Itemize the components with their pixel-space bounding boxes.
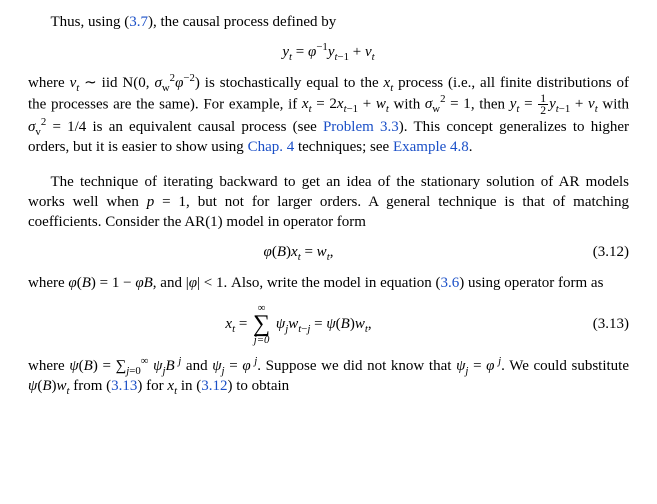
- text: and: [181, 358, 212, 374]
- para-1: Thus, using (3.7), the causal process de…: [28, 12, 629, 32]
- text: ) using operator form as: [459, 275, 603, 291]
- text: ∼ iid N(0,: [79, 75, 154, 91]
- equation-1: yt = φ−1yt−1 + vt: [28, 42, 629, 62]
- equation-block-1: yt = φ−1yt−1 + vt: [28, 42, 629, 62]
- page-content: Thus, using (3.7), the causal process de…: [0, 0, 657, 415]
- text: . We could substitute: [501, 358, 629, 374]
- text: with: [598, 96, 629, 112]
- text: . Also, write the model in equation (: [224, 275, 441, 291]
- para-5: where ψ(B) = ∑j=0∞ ψjB j and ψj = φ j. S…: [28, 356, 629, 397]
- text: . Suppose we did not know that: [257, 358, 456, 374]
- para-3: The technique of iterating backward to g…: [28, 172, 629, 233]
- text: , and: [153, 275, 186, 291]
- equation-number-3-13: (3.13): [569, 314, 629, 334]
- para-2: where vt ∼ iid N(0, σw2φ−2) is stochasti…: [28, 73, 629, 158]
- text: ) is stochastically equal to the: [195, 75, 384, 91]
- text: where: [28, 75, 70, 91]
- text: in (: [177, 378, 201, 394]
- ref-link-chap-4[interactable]: Chap. 4: [248, 139, 295, 155]
- equation-2: φ(B)xt = wt,: [28, 242, 569, 262]
- ref-link-3-6[interactable]: 3.6: [441, 275, 460, 291]
- text: ), the causal process defined by: [148, 14, 336, 30]
- text: techniques; see: [294, 139, 393, 155]
- text: from (: [70, 378, 112, 394]
- equation-block-3: xt = ∞ ∑ j=0 ψjwt−j = ψ(B)wt, (3.13): [28, 303, 629, 346]
- sigma-icon: ∞ ∑ j=0: [253, 303, 270, 346]
- ref-link-problem-3-3[interactable]: Problem 3.3: [323, 119, 399, 135]
- ref-link-3-7[interactable]: 3.7: [129, 14, 148, 30]
- text: where: [28, 275, 68, 291]
- text: with: [389, 96, 425, 112]
- equation-3: xt = ∞ ∑ j=0 ψjwt−j = ψ(B)wt,: [28, 303, 569, 346]
- equation-block-2: φ(B)xt = wt, (3.12): [28, 242, 629, 262]
- text: .: [469, 139, 473, 155]
- text: where: [28, 358, 69, 374]
- ref-link-example-4-8[interactable]: Example 4.8: [393, 139, 469, 155]
- para-4: where φ(B) = 1 − φB, and |φ| < 1. Also, …: [28, 273, 629, 293]
- ref-link-3-13[interactable]: 3.13: [111, 378, 137, 394]
- equation-number-3-12: (3.12): [569, 242, 629, 262]
- text: ) for: [137, 378, 167, 394]
- text: Thus, using (: [51, 14, 130, 30]
- text: ) to obtain: [228, 378, 290, 394]
- ref-link-3-12[interactable]: 3.12: [201, 378, 227, 394]
- text: , then: [471, 96, 510, 112]
- text: is an equivalent causal process (see: [86, 119, 323, 135]
